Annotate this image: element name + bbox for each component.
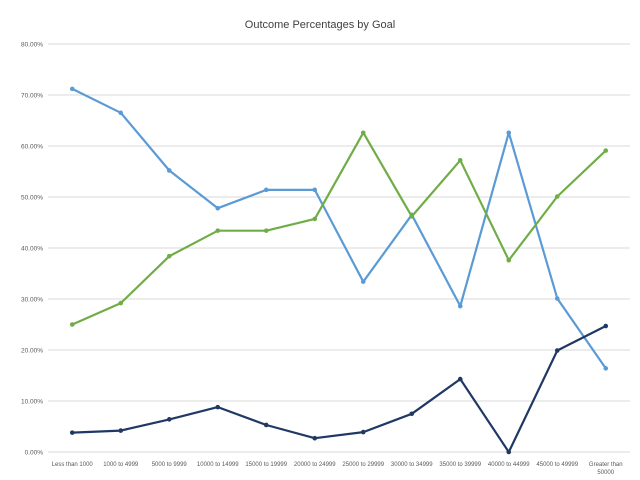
data-point [554, 194, 560, 199]
data-point [457, 376, 463, 382]
data-point [603, 148, 609, 153]
y-tick-label: 10.00% [21, 399, 43, 406]
data-point [554, 348, 560, 353]
x-tick-label: Greater than 50000 [589, 462, 623, 476]
gridlines [48, 43, 630, 453]
x-tick-label: 25000 to 29999 [342, 462, 384, 468]
data-point [69, 86, 75, 92]
x-tick-label: 5000 to 9999 [152, 462, 188, 468]
x-tick-label: 15000 to 19999 [245, 462, 287, 468]
x-tick-label: 45000 to 49999 [536, 462, 578, 468]
data-point [166, 168, 172, 173]
y-tick-label: 0.00% [25, 450, 44, 457]
x-tick-label: 1000 to 4999 [103, 462, 139, 468]
series-1 [69, 86, 609, 371]
x-tick-label: 10000 to 14999 [197, 462, 239, 468]
y-axis-ticks: 0.00% 10.00% 20.00% 30.00% 40.00% 50.00% 60.00… [21, 42, 43, 457]
data-point [554, 296, 560, 301]
data-point [166, 417, 172, 422]
data-point [215, 404, 221, 410]
y-tick-label: 60.00% [21, 144, 43, 151]
series-line [71, 131, 607, 326]
chart-title: Outcome Percentages by Goal [245, 19, 395, 31]
data-point [603, 323, 609, 329]
data-point [118, 300, 124, 306]
data-point [360, 429, 366, 435]
data-point [360, 279, 366, 284]
data-point [603, 366, 609, 371]
data-point [263, 187, 269, 193]
y-tick-label: 30.00% [21, 297, 43, 304]
y-tick-label: 80.00% [21, 42, 43, 49]
x-tick-label: Less than 1000 [52, 462, 94, 468]
y-tick-label: 20.00% [21, 348, 43, 355]
data-point [506, 449, 512, 455]
data-point [263, 228, 269, 233]
series-3 [69, 323, 609, 455]
y-tick-label: 40.00% [21, 246, 43, 253]
data-point [457, 303, 463, 309]
data-point [118, 110, 124, 116]
x-tick-label: 35000 to 39999 [439, 462, 481, 468]
y-tick-label: 70.00% [21, 93, 43, 100]
data-point [263, 422, 269, 428]
x-axis-ticks: Less than 1000 1000 to 4999 5000 to 9999 10… [52, 462, 623, 476]
data-point [312, 187, 318, 193]
data-point [69, 430, 75, 435]
data-point [409, 411, 415, 417]
series-2 [69, 130, 609, 327]
data-point [215, 228, 221, 233]
data-point [312, 435, 318, 441]
x-tick-label: 20000 to 24999 [294, 462, 336, 468]
series-line [71, 87, 607, 370]
x-tick-label: 30000 to 34999 [391, 462, 433, 468]
data-point [69, 322, 75, 327]
data-point [506, 257, 512, 263]
data-point [360, 130, 366, 136]
x-tick-label: 40000 to 44999 [488, 462, 530, 468]
data-point [506, 130, 512, 136]
y-tick-label: 50.00% [21, 195, 43, 202]
data-point [312, 216, 318, 222]
series-lines [69, 86, 609, 455]
data-point [409, 214, 415, 219]
data-point [166, 253, 172, 259]
series-line [71, 324, 607, 454]
data-point [118, 428, 124, 433]
data-point [457, 157, 463, 163]
data-point [215, 205, 221, 211]
